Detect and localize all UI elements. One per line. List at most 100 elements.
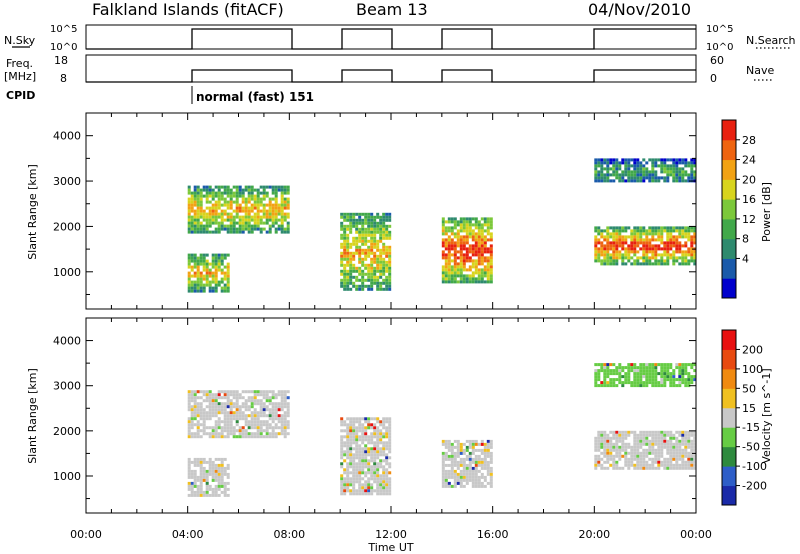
echo-cell bbox=[214, 253, 218, 257]
echo-cell bbox=[346, 456, 350, 460]
echo-cell bbox=[280, 209, 284, 213]
echo-cell bbox=[217, 188, 221, 192]
echo-cell bbox=[441, 232, 445, 236]
echo-cell bbox=[187, 203, 191, 207]
echo-cell bbox=[681, 176, 685, 180]
echo-cell bbox=[687, 164, 691, 168]
echo-cell bbox=[474, 466, 478, 470]
echo-cell bbox=[367, 450, 371, 454]
echo-cell bbox=[280, 396, 284, 400]
echo-cell bbox=[462, 448, 466, 452]
echo-cell bbox=[465, 259, 469, 263]
echo-cell bbox=[196, 435, 200, 439]
echo-cell bbox=[280, 417, 284, 421]
nsky-label: N.Sky bbox=[4, 34, 36, 47]
echo-cell bbox=[489, 250, 493, 254]
echo-cell bbox=[615, 442, 619, 446]
echo-cell bbox=[648, 375, 652, 379]
echo-cell bbox=[274, 405, 278, 409]
echo-cell bbox=[633, 433, 637, 437]
echo-cell bbox=[217, 432, 221, 436]
echo-cell bbox=[489, 220, 493, 224]
echo-cell bbox=[654, 247, 658, 251]
echo-cell bbox=[244, 423, 248, 427]
echo-cell bbox=[474, 463, 478, 467]
echo-cell bbox=[459, 448, 463, 452]
echo-cell bbox=[382, 281, 386, 285]
echo-cell bbox=[376, 275, 380, 279]
echo-cell bbox=[241, 215, 245, 219]
echo-cell bbox=[681, 167, 685, 171]
echo-cell bbox=[379, 492, 383, 496]
echo-cell bbox=[283, 227, 287, 231]
echo-cell bbox=[220, 472, 224, 476]
echo-cell bbox=[606, 366, 610, 370]
echo-cell bbox=[669, 167, 673, 171]
echo-cell bbox=[600, 451, 604, 455]
echo-cell bbox=[462, 217, 466, 221]
echo-cell bbox=[453, 472, 457, 476]
echo-cell bbox=[639, 170, 643, 174]
echo-cell bbox=[459, 445, 463, 449]
echo-cell bbox=[229, 411, 233, 415]
echo-cell bbox=[594, 457, 598, 461]
echo-cell bbox=[214, 411, 218, 415]
echo-cell bbox=[229, 194, 233, 198]
echo-cell bbox=[385, 212, 389, 216]
echo-cell bbox=[441, 469, 445, 473]
echo-cell bbox=[187, 432, 191, 436]
echo-cell bbox=[217, 463, 221, 467]
echo-cell bbox=[217, 417, 221, 421]
echo-cell bbox=[441, 223, 445, 227]
echo-cell bbox=[597, 259, 601, 263]
echo-cell bbox=[220, 194, 224, 198]
echo-cell bbox=[244, 215, 248, 219]
echo-cell bbox=[633, 448, 637, 452]
echo-cell bbox=[205, 277, 209, 281]
echo-cell bbox=[612, 463, 616, 467]
echo-cell bbox=[486, 259, 490, 263]
echo-cell bbox=[346, 242, 350, 246]
echo-cell bbox=[382, 450, 386, 454]
echo-cell bbox=[355, 435, 359, 439]
echo-cell bbox=[639, 463, 643, 467]
freq-tick-bottom: 8 bbox=[60, 72, 67, 85]
echo-cell bbox=[600, 161, 604, 165]
echo-cell bbox=[256, 194, 260, 198]
echo-cell bbox=[657, 460, 661, 464]
echo-cell bbox=[343, 266, 347, 270]
echo-cell bbox=[199, 194, 203, 198]
echo-cell bbox=[187, 185, 191, 189]
echo-cell bbox=[367, 233, 371, 237]
echo-cell bbox=[187, 224, 191, 228]
echo-cell bbox=[388, 480, 392, 484]
echo-cell bbox=[274, 221, 278, 225]
echo-cell bbox=[211, 426, 215, 430]
echo-cell bbox=[627, 378, 631, 382]
echo-cell bbox=[253, 393, 257, 397]
echo-cell bbox=[217, 191, 221, 195]
echo-cell bbox=[370, 432, 374, 436]
echo-cell bbox=[190, 484, 194, 488]
echo-cell bbox=[462, 226, 466, 230]
echo-cell bbox=[636, 176, 640, 180]
echo-cell bbox=[358, 447, 362, 451]
echo-cell bbox=[211, 402, 215, 406]
echo-cell bbox=[471, 247, 475, 251]
echo-cell bbox=[250, 227, 254, 231]
echo-cell bbox=[612, 158, 616, 162]
echo-cell bbox=[187, 402, 191, 406]
echo-cell bbox=[666, 372, 670, 376]
echo-cell bbox=[462, 223, 466, 227]
echo-cell bbox=[609, 381, 613, 385]
echo-cell bbox=[220, 469, 224, 473]
echo-cell bbox=[193, 484, 197, 488]
echo-cell bbox=[250, 426, 254, 430]
echo-cell bbox=[627, 375, 631, 379]
echo-cell bbox=[229, 218, 233, 222]
colorbar-swatch bbox=[722, 120, 736, 141]
echo-cell bbox=[340, 278, 344, 282]
echo-cell bbox=[693, 176, 697, 180]
echo-cell bbox=[205, 283, 209, 287]
echo-cell bbox=[352, 483, 356, 487]
